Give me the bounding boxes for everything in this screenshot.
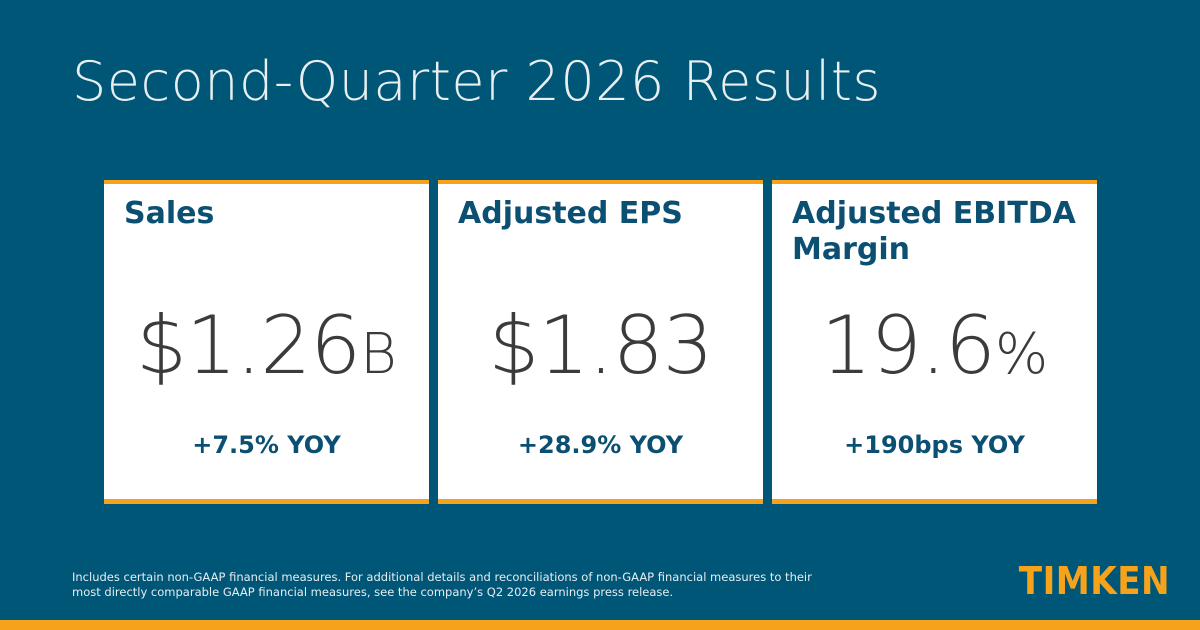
card-value-sales: $1.26B — [104, 298, 429, 403]
timken-logo: TIMKEN — [1018, 559, 1170, 603]
card-change-adjusted-ebitda-margin: +190bps YOY — [844, 431, 1025, 459]
value-number-adjusted-ebitda-margin: 19.6 — [820, 299, 996, 392]
value-unit-adjusted-ebitda-margin: % — [994, 322, 1049, 387]
value-unit-sales: B — [360, 322, 397, 387]
value-number-adjusted-eps: $1.83 — [488, 299, 713, 392]
bottom-accent-bar — [0, 620, 1200, 630]
card-adjusted-ebitda-margin: Adjusted EBITDA Margin 19.6% +190bps YOY — [772, 180, 1097, 504]
card-change-adjusted-eps: +28.9% YOY — [517, 431, 684, 459]
card-label-adjusted-ebitda-margin: Adjusted EBITDA Margin — [792, 196, 1076, 267]
results-cards: Sales $1.26B +7.5% YOY Adjusted EPS $1.8… — [104, 180, 1097, 504]
card-value-adjusted-ebitda-margin: 19.6% — [772, 298, 1097, 403]
page-title: Second-Quarter 2026 Results — [72, 50, 882, 113]
value-number-sales: $1.26 — [136, 299, 361, 392]
card-label-adjusted-eps: Adjusted EPS — [458, 196, 683, 231]
card-change-sales: +7.5% YOY — [192, 431, 341, 459]
card-value-adjusted-eps: $1.83 — [438, 298, 763, 403]
card-sales: Sales $1.26B +7.5% YOY — [104, 180, 429, 504]
card-adjusted-eps: Adjusted EPS $1.83 +28.9% YOY — [438, 180, 763, 504]
card-label-sales: Sales — [124, 196, 215, 231]
disclaimer-text: Includes certain non-GAAP financial meas… — [72, 570, 812, 599]
